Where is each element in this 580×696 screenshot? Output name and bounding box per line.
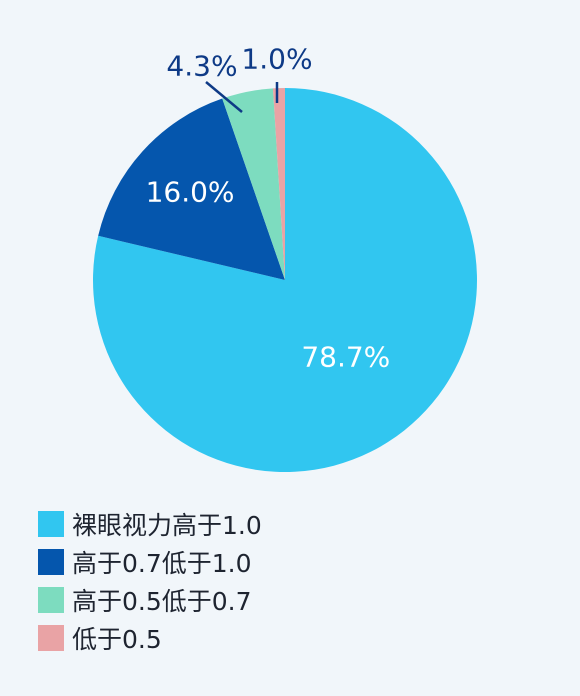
- legend: 裸眼视力高于1.0 高于0.7低于1.0 高于0.5低于0.7 低于0.5: [38, 505, 262, 657]
- legend-label: 高于0.7低于1.0: [72, 549, 252, 578]
- legend-swatch: [38, 549, 64, 575]
- slice-value-label: 4.3%: [166, 50, 237, 83]
- legend-swatch: [38, 511, 64, 537]
- pie-slice: [98, 98, 285, 281]
- legend-item: 裸眼视力高于1.0: [38, 505, 262, 543]
- legend-label: 高于0.5低于0.7: [72, 587, 252, 616]
- legend-label: 低于0.5: [72, 625, 162, 654]
- pie-slice: [272, 88, 285, 280]
- slice-value-label: 1.0%: [241, 43, 312, 76]
- pie-slice: [222, 88, 285, 280]
- leader-line: [205, 81, 243, 113]
- slice-value-label: 16.0%: [146, 176, 235, 209]
- pie-chart: 78.7% 16.0% 4.3% 1.0%: [92, 43, 478, 473]
- legend-swatch: [38, 625, 64, 651]
- legend-item: 低于0.5: [38, 619, 262, 657]
- slice-labels: 78.7% 16.0% 4.3% 1.0%: [146, 43, 391, 374]
- pie-slices: [92, 88, 478, 473]
- legend-item: 高于0.5低于0.7: [38, 581, 262, 619]
- legend-label: 裸眼视力高于1.0: [72, 511, 262, 540]
- legend-swatch: [38, 587, 64, 613]
- slice-value-label: 78.7%: [301, 340, 390, 373]
- leader-lines: [205, 81, 279, 113]
- legend-item: 高于0.7低于1.0: [38, 543, 262, 581]
